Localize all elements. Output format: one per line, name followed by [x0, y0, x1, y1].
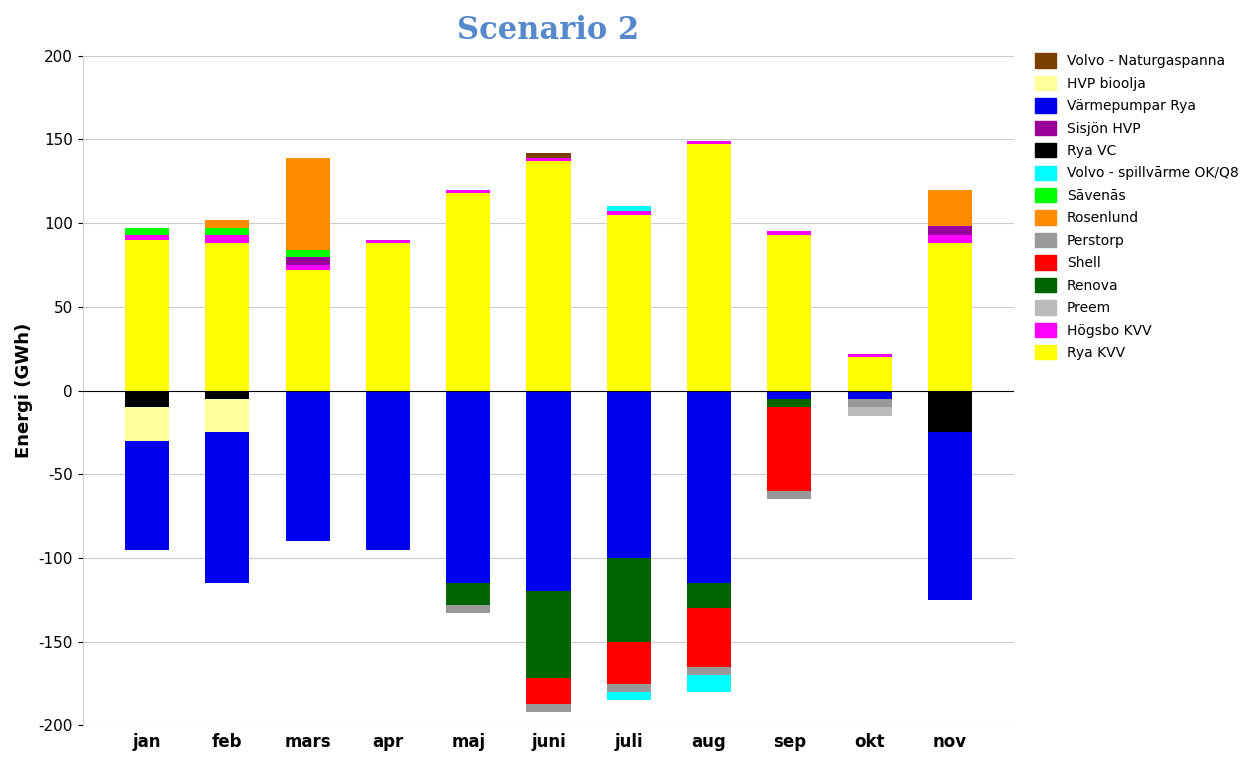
Bar: [606, 642, 650, 683]
Bar: [447, 391, 491, 583]
Bar: [687, 391, 731, 583]
Bar: [286, 158, 330, 250]
Bar: [366, 243, 410, 391]
Bar: [125, 235, 169, 240]
Bar: [687, 675, 731, 692]
Bar: [928, 432, 972, 600]
Bar: [687, 145, 731, 391]
Bar: [848, 391, 892, 399]
Bar: [286, 265, 330, 270]
Bar: [928, 235, 972, 243]
Bar: [366, 240, 410, 243]
Bar: [205, 432, 249, 583]
Bar: [687, 141, 731, 145]
Bar: [125, 240, 169, 391]
Bar: [928, 227, 972, 235]
Bar: [767, 408, 811, 491]
Bar: [447, 190, 491, 193]
Bar: [606, 683, 650, 692]
Bar: [848, 408, 892, 416]
Bar: [125, 391, 169, 408]
Bar: [767, 399, 811, 408]
Bar: [606, 391, 650, 558]
Bar: [606, 211, 650, 214]
Bar: [526, 591, 571, 679]
Bar: [606, 692, 650, 700]
Bar: [606, 558, 650, 642]
Bar: [205, 243, 249, 391]
Bar: [526, 158, 571, 161]
Bar: [606, 206, 650, 211]
Bar: [606, 214, 650, 391]
Bar: [205, 391, 249, 399]
Bar: [205, 235, 249, 243]
Legend: Volvo - Naturgaspanna, HVP bioolja, Värmepumpar Rya, Sisjön HVP, Rya VC, Volvo -: Volvo - Naturgaspanna, HVP bioolja, Värm…: [1030, 49, 1243, 364]
Bar: [526, 161, 571, 391]
Bar: [286, 270, 330, 391]
Bar: [848, 399, 892, 408]
Bar: [526, 679, 571, 704]
Bar: [526, 704, 571, 712]
Bar: [125, 440, 169, 549]
Bar: [286, 391, 330, 542]
Bar: [767, 491, 811, 499]
Bar: [125, 408, 169, 440]
Bar: [286, 257, 330, 265]
Bar: [687, 666, 731, 675]
Bar: [928, 243, 972, 391]
Bar: [125, 228, 169, 235]
Bar: [526, 391, 571, 591]
Bar: [447, 605, 491, 614]
Bar: [526, 152, 571, 158]
Bar: [687, 608, 731, 666]
Bar: [928, 190, 972, 227]
Bar: [928, 391, 972, 432]
Y-axis label: Energi (GWh): Energi (GWh): [15, 323, 33, 458]
Bar: [286, 250, 330, 257]
Bar: [848, 354, 892, 357]
Bar: [767, 231, 811, 235]
Bar: [366, 391, 410, 549]
Bar: [447, 583, 491, 605]
Bar: [687, 583, 731, 608]
Bar: [205, 228, 249, 235]
Bar: [205, 399, 249, 432]
Bar: [767, 235, 811, 391]
Bar: [447, 193, 491, 391]
Bar: [205, 220, 249, 228]
Title: Scenario 2: Scenario 2: [458, 15, 639, 46]
Bar: [767, 391, 811, 399]
Bar: [848, 357, 892, 391]
